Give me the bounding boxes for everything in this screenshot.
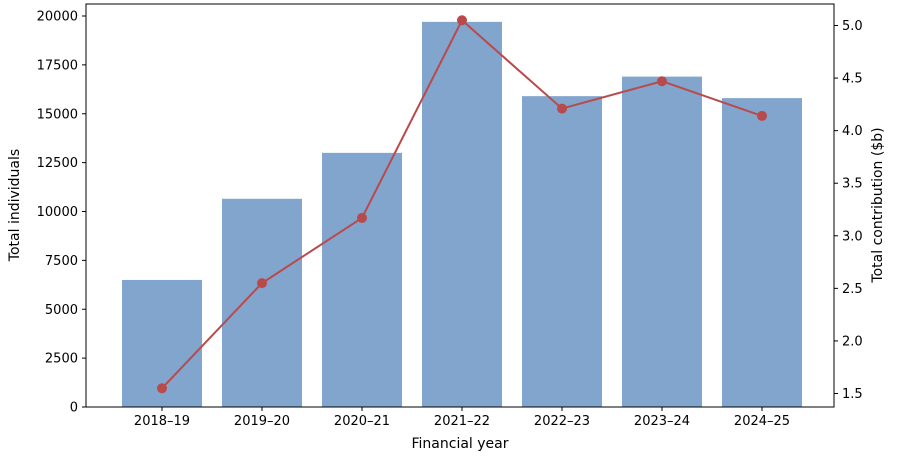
line-marker-2023–24 — [657, 76, 667, 87]
plot-border — [85, 3, 835, 408]
line-marker-2018–19 — [157, 383, 167, 394]
bar-2023–24 — [622, 76, 702, 407]
bar-2021–22 — [422, 21, 502, 408]
bar-2020–21 — [322, 152, 402, 407]
left-tick-label: 17500 — [37, 58, 78, 73]
right-tick-label: 2.0 — [842, 334, 863, 349]
bars-layer — [122, 21, 802, 408]
x-tick-label: 2022–23 — [534, 414, 590, 429]
x-tick-label: 2023–24 — [634, 414, 690, 429]
line-marker-2019–20 — [257, 278, 267, 289]
line-marker-2022–23 — [557, 103, 567, 114]
left-tick-label: 5000 — [45, 303, 78, 318]
left-tick-label: 10000 — [37, 205, 78, 220]
y-axis-label-right: Total contribution ($b) — [870, 127, 886, 283]
x-axis-label: Financial year — [412, 436, 509, 452]
left-tick-label: 20000 — [37, 10, 78, 25]
line-marker-2020–21 — [357, 212, 367, 223]
left-tick-label: 15000 — [37, 107, 78, 122]
line-marker-2024–25 — [757, 110, 767, 121]
x-tick-label: 2018–19 — [134, 414, 190, 429]
right-tick-label: 5.0 — [842, 19, 863, 34]
right-tick-label: 4.5 — [842, 72, 863, 87]
left-tick-label: 12500 — [37, 156, 78, 171]
x-tick-label: 2019–20 — [234, 414, 290, 429]
axes-layer: 0 2500 5000 7500 10000 12500 15000 17500 20000 1.… — [37, 10, 863, 430]
bar-2022–23 — [522, 96, 602, 407]
right-tick-label: 3.0 — [842, 229, 863, 244]
x-tick-label: 2024–25 — [734, 414, 790, 429]
line-layer — [157, 15, 767, 394]
left-tick-label: 2500 — [45, 352, 78, 367]
right-tick-label: 1.5 — [842, 387, 863, 402]
left-tick-label: 7500 — [45, 254, 78, 269]
y-axis-label-left: Total individuals — [7, 149, 23, 262]
x-tick-label: 2020–21 — [334, 414, 390, 429]
line-marker-2021–22 — [457, 15, 467, 26]
bar-2019–20 — [222, 198, 302, 407]
bar-2024–25 — [722, 98, 802, 408]
x-tick-label: 2021–22 — [434, 414, 490, 429]
right-tick-label: 3.5 — [842, 177, 863, 192]
left-tick-label: 0 — [70, 401, 78, 416]
right-tick-label: 2.5 — [842, 282, 863, 297]
right-tick-label: 4.0 — [842, 124, 863, 139]
